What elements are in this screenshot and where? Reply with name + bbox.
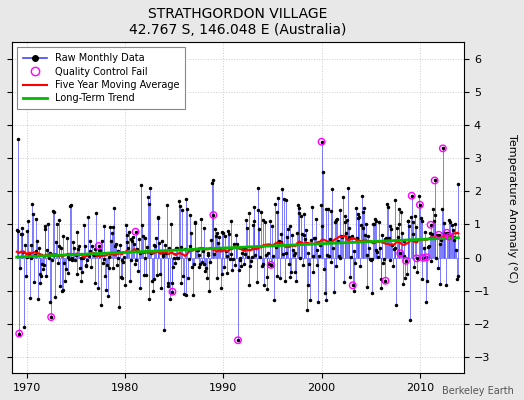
- Point: [416, 202, 424, 208]
- Point: [419, 255, 428, 261]
- Point: [402, 258, 410, 264]
- Point: [168, 288, 177, 295]
- Point: [348, 282, 357, 288]
- Title: STRATHGORDON VILLAGE
42.767 S, 146.048 E (Australia): STRATHGORDON VILLAGE 42.767 S, 146.048 E…: [129, 7, 347, 37]
- Point: [318, 138, 326, 145]
- Point: [439, 145, 447, 152]
- Point: [443, 230, 451, 236]
- Text: Berkeley Earth: Berkeley Earth: [442, 386, 514, 396]
- Point: [427, 222, 435, 228]
- Point: [209, 212, 217, 218]
- Point: [422, 254, 431, 260]
- Y-axis label: Temperature Anomaly (°C): Temperature Anomaly (°C): [507, 134, 517, 282]
- Point: [267, 262, 275, 268]
- Point: [412, 255, 421, 262]
- Point: [94, 243, 103, 249]
- Point: [445, 234, 454, 240]
- Point: [431, 177, 439, 184]
- Point: [408, 192, 416, 199]
- Point: [15, 330, 24, 337]
- Point: [434, 232, 443, 238]
- Point: [396, 250, 405, 256]
- Point: [234, 337, 242, 344]
- Legend: Raw Monthly Data, Quality Control Fail, Five Year Moving Average, Long-Term Tren: Raw Monthly Data, Quality Control Fail, …: [17, 47, 185, 109]
- Point: [132, 228, 140, 235]
- Point: [381, 278, 390, 284]
- Point: [47, 314, 56, 320]
